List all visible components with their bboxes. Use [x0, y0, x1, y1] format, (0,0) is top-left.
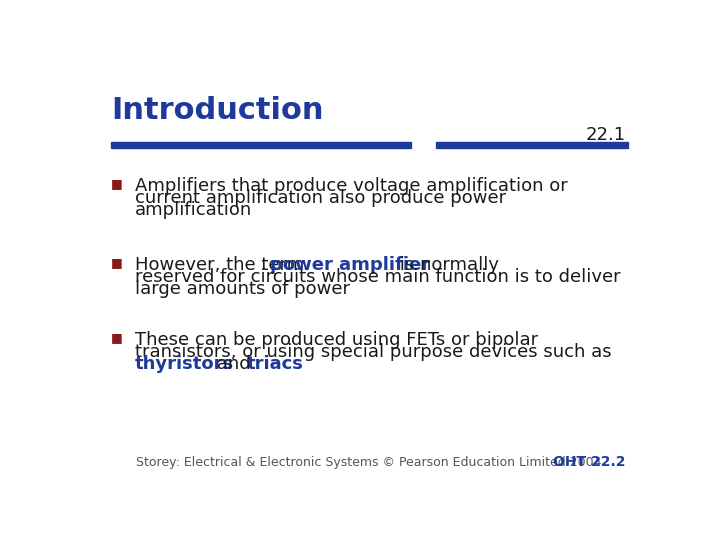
- Text: OHT 22.2: OHT 22.2: [553, 455, 626, 469]
- Text: thyristors: thyristors: [135, 355, 234, 373]
- Text: Storey: Electrical & Electronic Systems © Pearson Education Limited 2004: Storey: Electrical & Electronic Systems …: [136, 456, 602, 469]
- Text: and: and: [212, 355, 257, 373]
- Text: ■: ■: [111, 256, 123, 269]
- Text: However, the term: However, the term: [135, 256, 310, 274]
- Bar: [111, 142, 411, 148]
- Text: Introduction: Introduction: [111, 96, 324, 125]
- Text: ■: ■: [111, 177, 123, 190]
- Text: 22.1: 22.1: [585, 126, 626, 144]
- Text: triacs: triacs: [247, 355, 304, 373]
- Bar: [436, 142, 629, 148]
- Text: reserved for circuits whose main function is to deliver: reserved for circuits whose main functio…: [135, 268, 620, 286]
- Text: current amplification also produce power: current amplification also produce power: [135, 189, 505, 207]
- Text: amplification: amplification: [135, 201, 252, 219]
- Text: These can be produced using FETs or bipolar: These can be produced using FETs or bipo…: [135, 331, 538, 349]
- Text: power amplifier: power amplifier: [270, 256, 431, 274]
- Text: is normally: is normally: [395, 256, 499, 274]
- Text: transistors, or using special purpose devices such as: transistors, or using special purpose de…: [135, 343, 611, 361]
- Text: ■: ■: [111, 331, 123, 344]
- Text: large amounts of power: large amounts of power: [135, 280, 350, 298]
- Text: Amplifiers that produce voltage amplification or: Amplifiers that produce voltage amplific…: [135, 177, 567, 195]
